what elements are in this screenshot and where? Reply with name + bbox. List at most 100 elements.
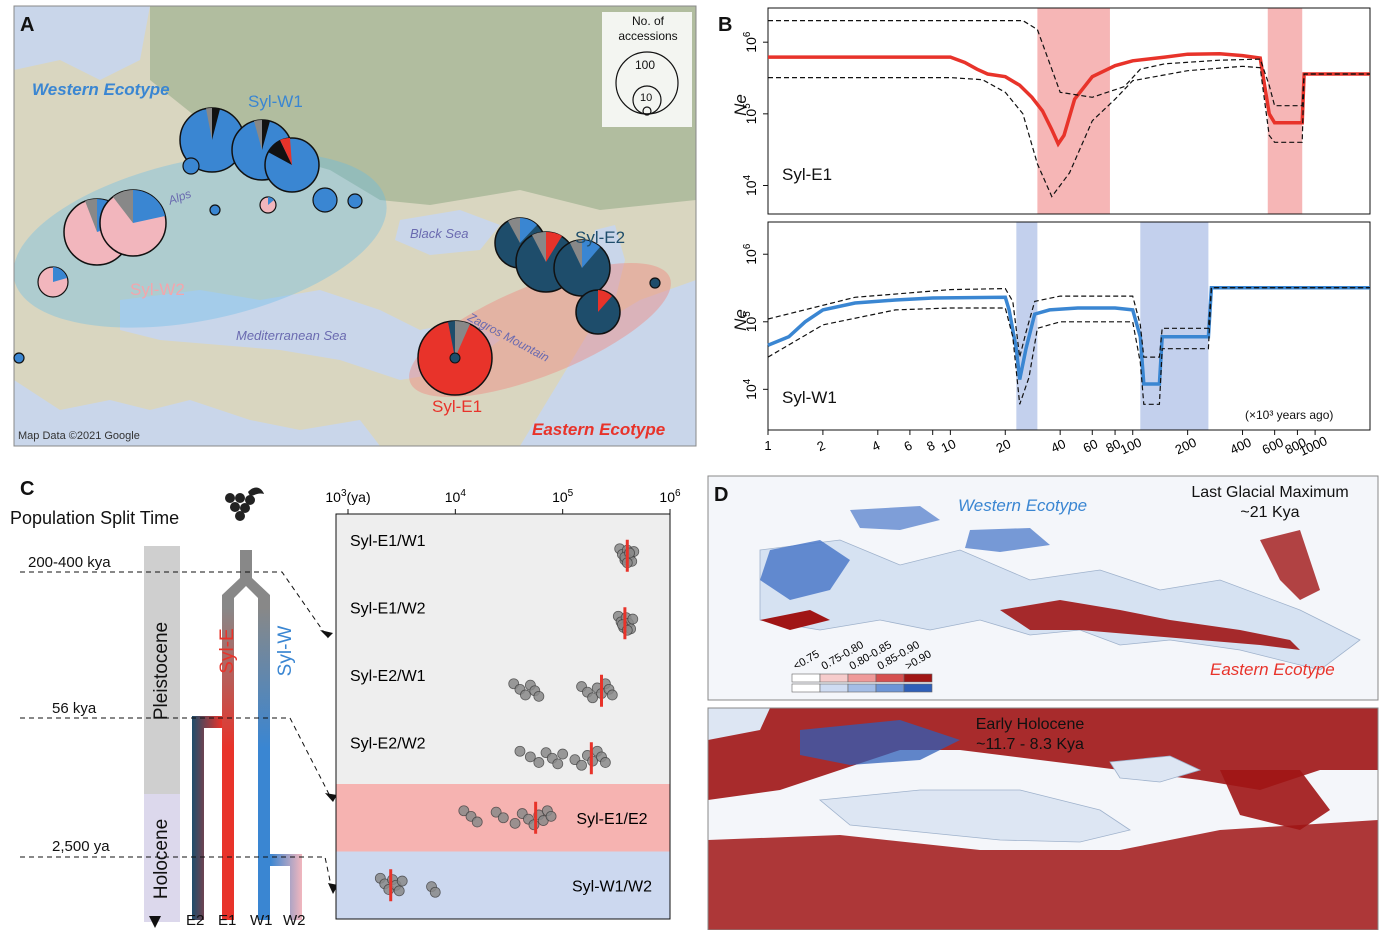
holocene-title-2: ~11.7 - 8.3 Kya <box>976 736 1084 753</box>
c-point-4-5 <box>509 817 521 829</box>
panel-d-maps: <0.750.75-0.800.80-0.850.85-0.90>0.90 <box>707 475 1379 931</box>
panel-c: 103(ya) 104 105 106 Syl-E1/W1 Syl-E1/W2 Syl-E2… <box>0 470 700 930</box>
legend-blue-swatch-1 <box>819 683 849 693</box>
panel-c-figure: 103(ya) 104 105 106Syl-E1/W1Syl-E1/W2Syl-E2… <box>20 487 681 928</box>
place-black-sea: Black Sea <box>410 226 469 241</box>
map-black-sea <box>395 210 500 255</box>
b-series-median-1 <box>767 285 1370 386</box>
dash-t2 <box>20 717 333 801</box>
c-row-label-3: Syl-E2/W2 <box>350 735 426 752</box>
b-ytick-label-0-1: 105 <box>742 103 759 125</box>
c-row-label-4: Syl-E1/E2 <box>576 811 647 828</box>
b-x-unit-label: (×10³ years ago) <box>1245 408 1334 422</box>
b-xtick-label-9: 80 <box>1103 436 1122 456</box>
b-xtick-label-8: 60 <box>1081 436 1100 456</box>
c-point-3-2 <box>533 757 545 768</box>
b-band-1-1 <box>1140 222 1209 430</box>
holocene-bar <box>144 794 180 922</box>
lgm-map <box>708 476 1378 700</box>
legend-blue-swatch-3 <box>875 683 905 693</box>
branch-label-syl-e: Syl-E <box>217 628 238 674</box>
c-row-label-1: Syl-E1/W2 <box>350 600 426 617</box>
c-point-3-6 <box>557 748 569 760</box>
grape-icon <box>225 487 264 521</box>
panel-a: A Western Ecotype Eastern Ecotype Syl-W1… <box>0 0 700 450</box>
c-point-3-0 <box>514 745 526 757</box>
pie-w2-3 <box>37 266 69 298</box>
place-mediterranean: Mediterranean Sea <box>236 328 347 343</box>
panel-a-map <box>13 5 697 447</box>
b-frame-1 <box>767 221 1371 431</box>
b-series-ci-1-1 <box>767 287 1370 358</box>
c-point-4-4 <box>497 812 509 824</box>
pie-e2-3 <box>553 239 611 297</box>
b-series-median-0 <box>768 51 1370 148</box>
map-forest <box>150 6 696 210</box>
b-bottom-series-label: Syl-W1 <box>782 388 837 407</box>
c-point-5-5 <box>393 885 405 897</box>
c-point-2-5 <box>533 690 545 702</box>
pie-e2-4 <box>575 289 621 335</box>
b-ytick-text-1-1: 105 <box>742 311 759 333</box>
panel-b: 104 105 106 104 105 106 1 2 4 6 8 10 20 40 60 80 100 200 4… <box>700 0 1380 460</box>
b-xtick-label-11: 200 <box>1173 435 1199 458</box>
tree-root <box>240 550 252 580</box>
b-ytick-label-1-2: 106 <box>742 243 759 265</box>
b-xtick-label-2: 4 <box>869 438 882 455</box>
b-xtick-label-5: 10 <box>939 436 958 456</box>
legend-label-100: 100 <box>635 58 656 72</box>
time-label-2: 56 kya <box>52 700 97 717</box>
b-xtick-label-4: 8 <box>924 438 937 455</box>
holocene-map <box>708 708 1378 930</box>
lgm-title-1: Last Glacial Maximum <box>1191 484 1349 501</box>
split-time-title: Population Split Time <box>10 508 180 528</box>
c-point-3-5 <box>552 758 564 770</box>
western-zone <box>14 152 387 328</box>
legend-blue-swatch-4 <box>903 683 933 693</box>
b-xtick-label-6: 20 <box>994 436 1013 456</box>
branch-w2 <box>270 854 302 920</box>
eastern-ecotype-label: Eastern Ecotype <box>532 420 666 439</box>
c-point-2-2 <box>520 689 531 701</box>
time-label-3: 2,500 ya <box>52 838 110 855</box>
pleistocene-bar <box>144 546 180 794</box>
dash-t3 <box>20 856 333 891</box>
western-ecotype-label: Western Ecotype <box>32 80 170 99</box>
pop-label-w2: Syl-W2 <box>130 280 185 299</box>
branch-syl-w <box>258 608 270 920</box>
b-xtick-label-7: 40 <box>1049 436 1068 456</box>
c-row-bg-2 <box>336 649 670 717</box>
b-ytick-text-0-0: 104 <box>742 174 759 196</box>
b-xtick-label-3: 6 <box>902 438 915 455</box>
c-xtick-label-0: 103(ya) <box>325 488 370 505</box>
pie-e2-small <box>649 277 661 289</box>
legend-title: No. of accessions <box>618 14 678 43</box>
legend-red-swatch-4 <box>903 673 933 683</box>
c-row-bg-0 <box>336 514 670 582</box>
b-series-ci-1-2 <box>767 287 1370 405</box>
c-point-4-8 <box>528 819 540 831</box>
b-xtick-label-10: 100 <box>1118 435 1144 458</box>
map-credit: Map Data ©2021 Google <box>18 430 140 442</box>
legend-circle-1 <box>642 106 652 116</box>
c-xtick-label-3: 106 <box>659 488 681 505</box>
legend-red-swatch-1 <box>819 673 849 683</box>
pop-label-e2: Syl-E2 <box>575 228 626 247</box>
tree-split <box>222 578 270 610</box>
c-row-label-0: Syl-E1/W1 <box>350 533 426 550</box>
b-bottom-ylabel: Ne <box>730 309 750 331</box>
lgm-title-2: ~21 Kya <box>1240 504 1300 521</box>
time-label-1: 200-400 kya <box>28 554 111 571</box>
pie-iberia-west <box>13 352 25 364</box>
dash-t1 <box>20 571 329 639</box>
pie-w1-small-2 <box>209 204 221 216</box>
panel-d: <0.75 0.75-0.80 0.80-0.85 0.85-0.90 >0.90 D … <box>700 470 1380 931</box>
b-top-series-label: Syl-E1 <box>782 165 833 184</box>
legend-label-10: 10 <box>640 92 653 104</box>
time-arrow-icon <box>149 916 161 928</box>
branch-e2 <box>192 716 222 920</box>
pie-w1-small-3 <box>259 196 277 214</box>
pie-e1 <box>417 320 493 396</box>
pie-w2-2 <box>99 189 167 257</box>
panel-label-b: B <box>718 14 733 36</box>
